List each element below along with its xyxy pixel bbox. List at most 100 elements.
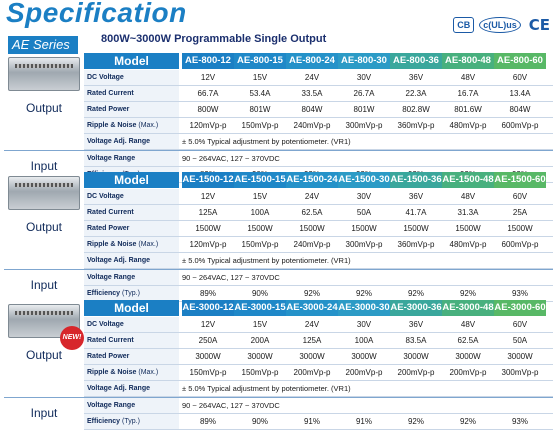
spec-row-label: Voltage Adj. Range xyxy=(84,253,179,268)
spec-value: 16.7A xyxy=(457,89,479,98)
spec-value: 600mVp-p xyxy=(501,121,539,130)
voltage-range-value: 90 ~ 264VAC, 127 ~ 370VDC xyxy=(182,401,280,410)
spec-value: 66.7A xyxy=(197,89,219,98)
power-supply-product-image xyxy=(8,57,80,91)
spec-row-rated-power: Rated Power 1500W 1500W 1500W 1500W 1500W 1500… xyxy=(84,221,553,237)
spec-row-label: DC Voltage xyxy=(84,317,179,332)
spec-row-label: Voltage Range xyxy=(84,270,179,285)
model-header-row: Model AE-3000-12 AE-3000-15 AE-3000-24 AE-30… xyxy=(4,300,553,316)
spec-value: 92% xyxy=(459,289,476,298)
certification-logos: CB c(UL)us CE xyxy=(453,17,553,33)
spec-row-label: DC Voltage xyxy=(84,189,179,204)
spec-value: 200mVp-p xyxy=(397,368,435,377)
spec-row-ripple: Ripple & Noise (Max.) 120mVp-p 150mVp-p 240… xyxy=(84,237,553,253)
model-name: AE-1500-30 xyxy=(338,172,390,188)
spec-row-label-sub: (Typ.) xyxy=(122,290,140,297)
spec-row-label: Voltage Adj. Range xyxy=(84,134,179,149)
spec-value: 26.7A xyxy=(353,89,375,98)
spec-value: 1500W xyxy=(247,224,273,233)
spec-value: 150mVp-p xyxy=(189,368,227,377)
spec-row-label-text: Rated Power xyxy=(87,353,130,360)
spec-value: 3000W xyxy=(351,352,377,361)
spec-value: 200mVp-p xyxy=(293,368,331,377)
model-name: AE-3000-36 xyxy=(390,300,442,316)
model-name: AE-800-60 xyxy=(494,53,546,69)
spec-value: 3000W xyxy=(507,352,533,361)
model-name: AE-800-12 xyxy=(182,53,234,69)
voltage-adj-value: ± 5.0% Typical adjustment by potentiomet… xyxy=(182,256,351,265)
input-section-label: Input xyxy=(30,406,58,420)
spec-value: 48V xyxy=(460,192,476,201)
spec-row-label-text: Ripple & Noise xyxy=(87,241,137,248)
model-name: AE-3000-30 xyxy=(338,300,390,316)
spec-value: 3000W xyxy=(455,352,481,361)
spec-value: 30V xyxy=(356,320,372,329)
voltage-range-value: 90 ~ 264VAC, 127 ~ 370VDC xyxy=(182,273,280,282)
spec-value: 801.6W xyxy=(454,105,482,114)
model-name: AE-800-48 xyxy=(442,53,494,69)
spec-value: 12V xyxy=(200,320,216,329)
spec-value: 92% xyxy=(407,289,424,298)
spec-value: 13.4A xyxy=(509,89,531,98)
spec-value: 90% xyxy=(251,289,268,298)
spec-value: 240mVp-p xyxy=(293,121,331,130)
spec-value: 804W xyxy=(509,105,531,114)
spec-value: 89% xyxy=(199,289,216,298)
spec-value: 1500W xyxy=(195,224,221,233)
spec-row-label-text: Rated Power xyxy=(87,225,130,232)
spec-value: 41.7A xyxy=(405,208,427,217)
spec-value: 92% xyxy=(303,289,320,298)
output-section-label: Output xyxy=(25,220,63,234)
model-name: AE-1500-24 xyxy=(286,172,338,188)
spec-row-rated-current: Rated Current 250A 200A 125A 100A 83.5A 62.5A 5… xyxy=(84,333,553,349)
spec-row-ripple: Ripple & Noise (Max.) 150mVp-p 150mVp-p 200… xyxy=(84,365,553,381)
spec-value: 48V xyxy=(460,320,476,329)
spec-value: 62.5A xyxy=(301,208,323,217)
spec-value: 804W xyxy=(301,105,323,114)
model-name: AE-1500-12 xyxy=(182,172,234,188)
spec-row-rated-power: Rated Power 3000W 3000W 3000W 3000W 3000W 3000… xyxy=(84,349,553,365)
spec-value: 50A xyxy=(356,208,372,217)
model-label: Model xyxy=(84,300,179,316)
spec-value: 360mVp-p xyxy=(397,240,435,249)
spec-row-label: Rated Power xyxy=(84,349,179,364)
spec-row-voltage-range: Voltage Range 90 ~ 264VAC, 127 ~ 370VDC xyxy=(84,270,553,286)
spec-value: 120mVp-p xyxy=(189,240,227,249)
spec-value: 150mVp-p xyxy=(241,121,279,130)
model-name: AE-800-30 xyxy=(338,53,390,69)
spec-row-dc-voltage: DC Voltage 12V 15V 24V 30V 36V 48V 60V xyxy=(84,70,553,86)
spec-row-label-sub: (Max.) xyxy=(138,241,159,248)
spec-value: 300mVp-p xyxy=(345,121,383,130)
model-header-row: Model AE-1500-12 AE-1500-15 AE-1500-24 AE-15… xyxy=(4,172,553,188)
spec-row-label-text: Rated Current xyxy=(87,90,134,97)
spec-value: 36V xyxy=(408,320,424,329)
spec-value: 83.5A xyxy=(405,336,427,345)
spec-row-label: Rated Power xyxy=(84,221,179,236)
spec-value: 802.8W xyxy=(402,105,430,114)
output-section-label: Output xyxy=(25,348,63,362)
input-section-label: Input xyxy=(30,159,58,173)
spec-value: 91% xyxy=(303,417,320,426)
model-name: AE-1500-48 xyxy=(442,172,494,188)
spec-row-voltage-range: Voltage Range 90 ~ 264VAC, 127 ~ 370VDC xyxy=(84,398,553,414)
spec-row-label: Voltage Range xyxy=(84,151,179,166)
model-label: Model xyxy=(84,53,179,69)
page-subtitle: 800W~3000W Programmable Single Output xyxy=(101,33,327,45)
spec-value: 600mVp-p xyxy=(501,240,539,249)
spec-row-voltage-adj: Voltage Adj. Range ± 5.0% Typical adjustm… xyxy=(84,381,553,397)
spec-value: 300mVp-p xyxy=(345,240,383,249)
spec-row-rated-power: Rated Power 800W 801W 804W 801W 802.8W 801.6W 8… xyxy=(84,102,553,118)
spec-row-rated-current: Rated Current 125A 100A 62.5A 50A 41.7A 31.3A 2… xyxy=(84,205,553,221)
cb-cert-icon: CB xyxy=(453,17,475,33)
spec-row-label: Rated Current xyxy=(84,333,179,348)
series-badge: AE Series xyxy=(8,36,78,54)
spec-value: 100A xyxy=(250,208,270,217)
spec-row-label-text: Efficiency xyxy=(87,290,121,297)
model-name: AE-800-24 xyxy=(286,53,338,69)
spec-value: 250A xyxy=(198,336,218,345)
model-name: AE-1500-36 xyxy=(390,172,442,188)
spec-value: 93% xyxy=(511,417,528,426)
spec-value: 15V xyxy=(252,320,268,329)
spec-value: 92% xyxy=(355,289,372,298)
spec-value: 33.5A xyxy=(301,89,323,98)
